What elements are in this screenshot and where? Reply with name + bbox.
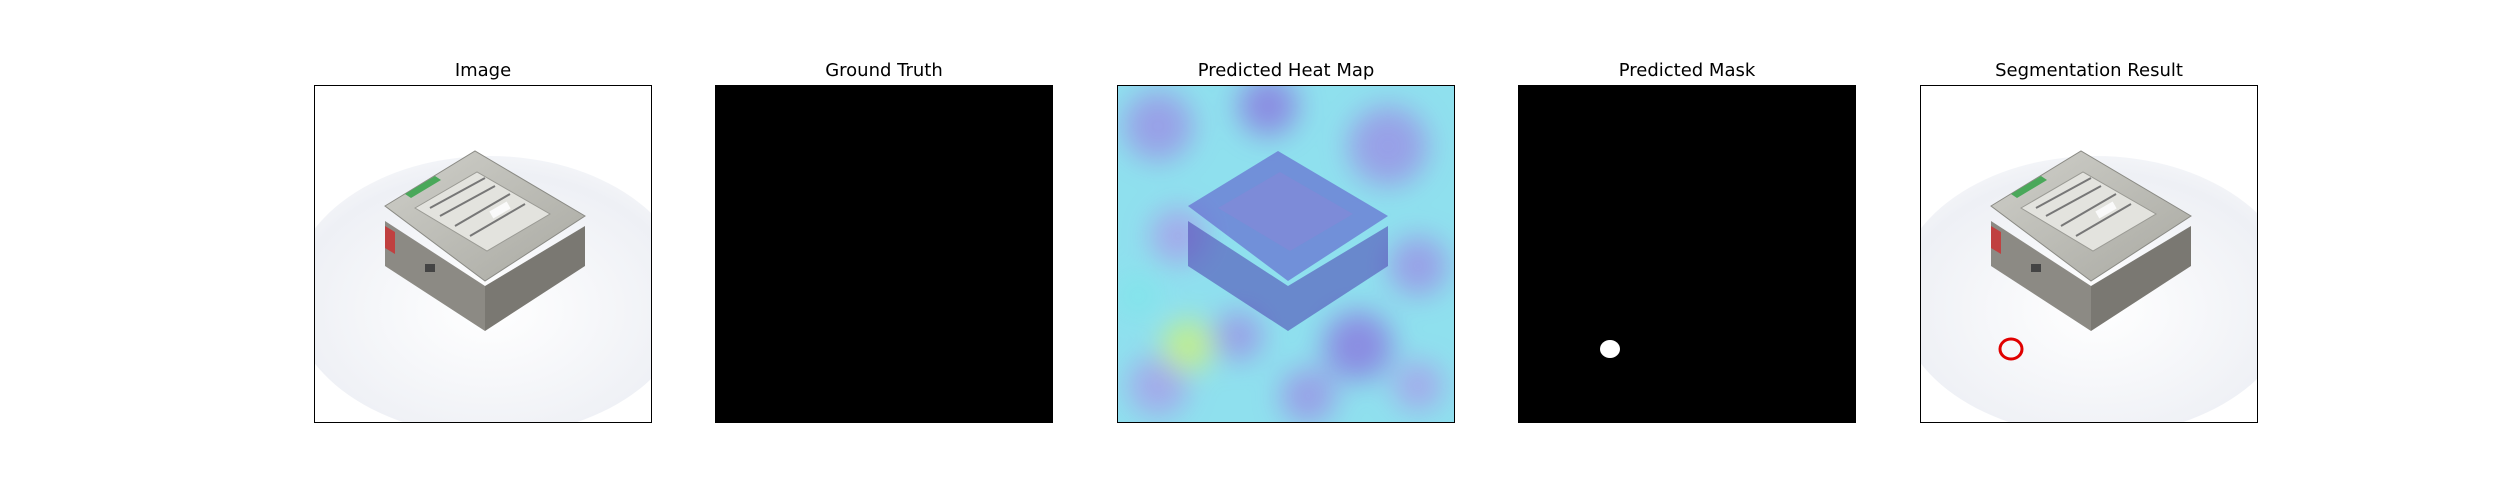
segmentation-canvas (1921, 86, 2257, 422)
panel-predicted-mask: Predicted Mask (1518, 0, 1856, 500)
panel-title-image: Image (454, 60, 512, 81)
ground-truth-mask (715, 85, 1053, 423)
segmentation-contour (1998, 337, 2024, 361)
predicted-mask (1518, 85, 1856, 423)
panel-heat-map: Predicted Heat Map (1117, 0, 1455, 500)
panel-ground-truth: Ground Truth (715, 0, 1053, 500)
panel-image: Image (314, 0, 652, 500)
mask-blob (1600, 340, 1620, 358)
panel-title-ground-truth: Ground Truth (825, 60, 943, 81)
predicted-mask-canvas (1519, 86, 1855, 422)
heat-map-canvas (1118, 86, 1454, 422)
ground-truth-canvas (716, 86, 1052, 422)
device-photo (315, 86, 651, 422)
panel-segmentation-result: Segmentation Result (1920, 0, 2258, 500)
segmentation-result (1920, 85, 2258, 423)
panel-title-segmentation-result: Segmentation Result (1995, 60, 2183, 81)
heat-map (1117, 85, 1455, 423)
panel-title-predicted-mask: Predicted Mask (1618, 60, 1756, 81)
original-image (314, 85, 652, 423)
panel-title-heat-map: Predicted Heat Map (1197, 60, 1375, 81)
